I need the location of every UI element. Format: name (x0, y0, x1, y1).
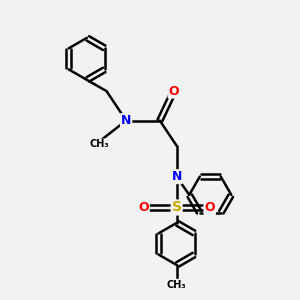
Text: N: N (121, 114, 131, 127)
Text: CH₃: CH₃ (167, 280, 187, 290)
Text: O: O (169, 85, 179, 98)
Text: S: S (172, 200, 182, 214)
Text: O: O (138, 201, 149, 214)
Text: O: O (204, 201, 215, 214)
Text: N: N (172, 170, 182, 183)
Text: CH₃: CH₃ (90, 140, 109, 149)
